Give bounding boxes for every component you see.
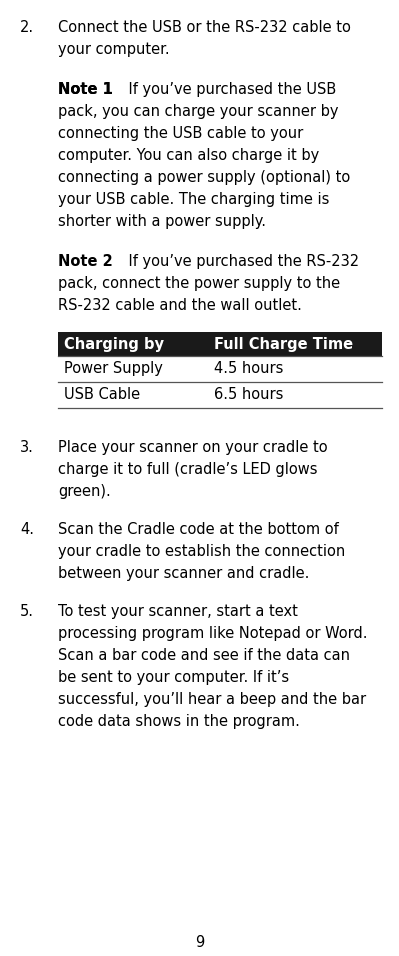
Text: Charging by: Charging by (64, 337, 164, 352)
Text: pack, you can charge your scanner by: pack, you can charge your scanner by (58, 104, 338, 119)
Text: USB Cable: USB Cable (64, 387, 140, 402)
Text: 3.: 3. (20, 440, 34, 455)
Text: your cradle to establish the connection: your cradle to establish the connection (58, 544, 345, 559)
Text: 9: 9 (195, 935, 204, 950)
Text: computer. You can also charge it by: computer. You can also charge it by (58, 148, 319, 163)
Text: To test your scanner, start a text: To test your scanner, start a text (58, 604, 298, 619)
Text: 6.5 hours: 6.5 hours (214, 387, 283, 402)
Text: connecting a power supply (optional) to: connecting a power supply (optional) to (58, 170, 350, 185)
Text: Connect the USB or the RS-232 cable to: Connect the USB or the RS-232 cable to (58, 20, 351, 35)
Text: Note 1: Note 1 (58, 82, 113, 97)
Text: If you’ve purchased the RS-232: If you’ve purchased the RS-232 (110, 254, 359, 269)
Text: Note 2: Note 2 (58, 254, 113, 269)
Text: processing program like Notepad or Word.: processing program like Notepad or Word. (58, 626, 367, 641)
Text: 4.5 hours: 4.5 hours (214, 361, 283, 376)
Text: 2.: 2. (20, 20, 34, 35)
Text: If you’ve purchased the USB: If you’ve purchased the USB (110, 82, 336, 97)
Text: your computer.: your computer. (58, 42, 170, 57)
Text: Full Charge Time: Full Charge Time (214, 337, 353, 352)
Text: shorter with a power supply.: shorter with a power supply. (58, 214, 266, 229)
Text: Note 1    If you’ve purchased the USB: Note 1 If you’ve purchased the USB (58, 82, 333, 97)
Text: Scan the Cradle code at the bottom of: Scan the Cradle code at the bottom of (58, 522, 339, 537)
Text: your USB cable. The charging time is: your USB cable. The charging time is (58, 192, 330, 207)
Text: Scan a bar code and see if the data can: Scan a bar code and see if the data can (58, 648, 350, 663)
Text: connecting the USB cable to your: connecting the USB cable to your (58, 126, 303, 141)
Text: code data shows in the program.: code data shows in the program. (58, 714, 300, 729)
Text: 4.: 4. (20, 522, 34, 537)
Text: 5.: 5. (20, 604, 34, 619)
Text: successful, you’ll hear a beep and the bar: successful, you’ll hear a beep and the b… (58, 692, 366, 707)
Text: pack, connect the power supply to the: pack, connect the power supply to the (58, 276, 340, 291)
Text: green).: green). (58, 484, 111, 499)
Text: Place your scanner on your cradle to: Place your scanner on your cradle to (58, 440, 328, 455)
Text: be sent to your computer. If it’s: be sent to your computer. If it’s (58, 670, 289, 685)
Text: RS-232 cable and the wall outlet.: RS-232 cable and the wall outlet. (58, 298, 302, 313)
Text: between your scanner and cradle.: between your scanner and cradle. (58, 566, 309, 581)
Text: Note 1: Note 1 (58, 82, 113, 97)
Text: Power Supply: Power Supply (64, 361, 163, 376)
Bar (58, 332, 382, 356)
Text: charge it to full (cradle’s LED glows: charge it to full (cradle’s LED glows (58, 462, 318, 477)
